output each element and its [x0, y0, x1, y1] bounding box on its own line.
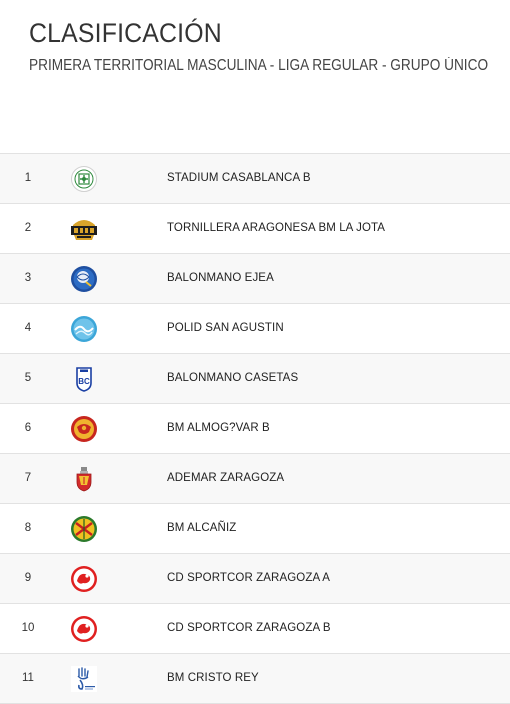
la-jota-logo-icon: [70, 215, 98, 243]
position-cell: 7: [24, 472, 32, 484]
table-row[interactable]: 3 BALONMANO EJEA: [0, 254, 510, 304]
team-name[interactable]: BM CRISTO REY: [167, 672, 259, 684]
position-cell: 2: [24, 222, 32, 234]
team-name[interactable]: BM ALMOG?VAR B: [167, 422, 270, 434]
position-cell: 11: [22, 672, 34, 684]
team-name[interactable]: CD SPORTCOR ZARAGOZA B: [167, 622, 331, 634]
table-row[interactable]: 6 BM ALMOG?VAR B: [0, 404, 510, 454]
position-cell: 5: [24, 372, 32, 384]
polid-san-agustin-logo-icon: [70, 315, 98, 343]
table-row[interactable]: 7 ADEMAR ZARAGOZA: [0, 454, 510, 504]
ademar-zaragoza-logo-icon: [70, 465, 98, 493]
page-header: CLASIFICACIÓN PRIMERA TERRITORIAL MASCUL…: [29, 16, 499, 76]
team-name[interactable]: TORNILLERA ARAGONESA BM LA JOTA: [167, 222, 386, 234]
cd-sportcor-logo-icon: [70, 565, 98, 593]
position-cell: 10: [21, 622, 35, 634]
team-name[interactable]: BALONMANO CASETAS: [167, 372, 299, 384]
position-cell: 6: [24, 422, 32, 434]
team-name[interactable]: CD SPORTCOR ZARAGOZA A: [167, 572, 331, 584]
position-cell: 8: [24, 522, 32, 534]
svg-text:BC: BC: [78, 377, 90, 386]
position-cell: 1: [24, 172, 32, 184]
standings-table: 1 STADIUM CASABLANCA B 2: [0, 153, 510, 704]
bm-alcaniz-logo-icon: [70, 515, 98, 543]
table-row[interactable]: 8 BM ALCAÑIZ: [0, 504, 510, 554]
balonmano-casetas-logo-icon: BC: [70, 365, 98, 393]
table-row[interactable]: 9 CD SPORTCOR ZARAGOZA A: [0, 554, 510, 604]
team-name[interactable]: ADEMAR ZARAGOZA: [167, 472, 285, 484]
team-name[interactable]: BM ALCAÑIZ: [167, 522, 237, 534]
competition-subtitle: PRIMERA TERRITORIAL MASCULINA - LIGA REG…: [29, 57, 489, 74]
position-cell: 3: [24, 272, 32, 284]
table-row[interactable]: 4 POLID SAN AGUSTIN: [0, 304, 510, 354]
table-row[interactable]: 10 CD SPORTCOR ZARAGOZA B: [0, 604, 510, 654]
team-name[interactable]: STADIUM CASABLANCA B: [167, 172, 311, 184]
position-cell: 4: [24, 322, 32, 334]
page-title: CLASIFICACIÓN: [29, 18, 222, 48]
bm-almogavar-logo-icon: [70, 415, 98, 443]
table-row[interactable]: 5 BC BALONMANO CASETAS: [0, 354, 510, 404]
team-name[interactable]: BALONMANO EJEA: [167, 272, 274, 284]
stadium-casablanca-logo-icon: [70, 165, 98, 193]
team-name[interactable]: POLID SAN AGUSTIN: [167, 322, 284, 334]
table-row[interactable]: 2 TORNILLERA ARAGONESA BM LA JOTA: [0, 204, 510, 254]
balonmano-ejea-logo-icon: [70, 265, 98, 293]
position-cell: 9: [24, 572, 32, 584]
table-row[interactable]: 1 STADIUM CASABLANCA B: [0, 154, 510, 204]
cd-sportcor-logo-icon: [70, 615, 98, 643]
table-row[interactable]: 11 BM CRISTO REY: [0, 654, 510, 704]
bm-cristo-rey-logo-icon: [70, 665, 98, 693]
